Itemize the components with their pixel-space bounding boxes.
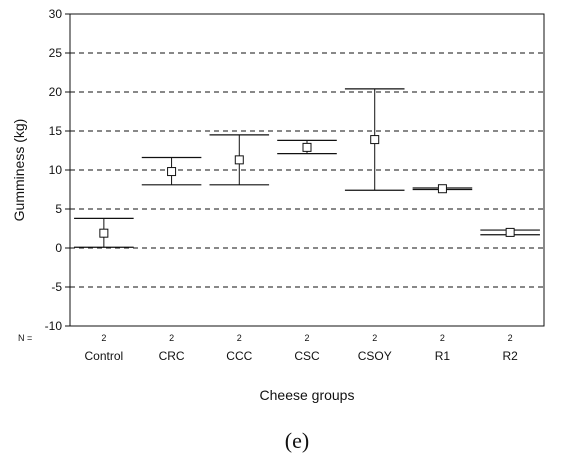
y-tick-label: -10 (45, 319, 63, 333)
y-tick-label: -5 (51, 280, 62, 294)
x-category-label: CSC (294, 349, 320, 363)
error-bars (74, 88, 540, 248)
x-category-label: CSOY (358, 349, 392, 363)
mean-marker (370, 135, 380, 145)
mean-marker (437, 184, 447, 194)
x-axis-labels: 2 Control 2 CRC 2 CCC 2 CSC 2 CSOY 2 R1 2 R2 (85, 333, 519, 363)
y-axis-title: Gumminess (kg) (11, 119, 27, 222)
y-axis-ticks: -10 -5 0 5 10 15 20 25 30 (45, 7, 70, 333)
mean-marker (505, 227, 515, 237)
gridlines (70, 52, 544, 288)
mean-marker (99, 228, 109, 238)
x-category-label: CCC (226, 349, 252, 363)
n-count-label: 2 (440, 333, 445, 343)
n-count-label: 2 (101, 333, 106, 343)
x-category-label: R1 (435, 349, 451, 363)
y-tick-label: 10 (49, 163, 63, 177)
y-tick-label: 0 (55, 241, 62, 255)
x-category-label: R2 (502, 349, 518, 363)
y-tick-label: 5 (55, 202, 62, 216)
y-tick-label: 30 (49, 7, 63, 21)
x-category-label: CRC (159, 349, 185, 363)
y-tick-label: 20 (49, 85, 63, 99)
n-count-label: 2 (237, 333, 242, 343)
x-axis-title: Cheese groups (260, 387, 355, 403)
panel-label: (e) (285, 428, 309, 453)
n-count-label: 2 (304, 333, 309, 343)
n-label: N = (18, 333, 32, 343)
y-tick-label: 15 (49, 124, 63, 138)
n-count-label: 2 (508, 333, 513, 343)
mean-marker (234, 155, 244, 165)
x-category-label: Control (85, 349, 124, 363)
y-tick-label: 25 (49, 46, 63, 60)
mean-marker (302, 142, 312, 152)
mean-marker (167, 167, 177, 177)
n-count-label: 2 (169, 333, 174, 343)
n-count-label: 2 (372, 333, 377, 343)
